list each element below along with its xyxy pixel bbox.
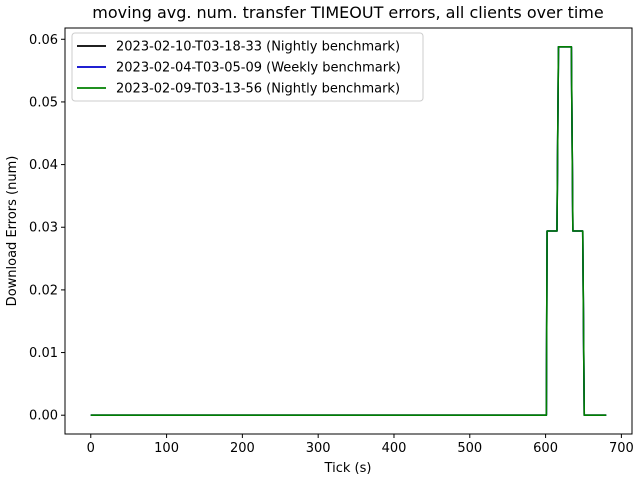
legend-label-3: 2023-02-09-T03-13-56 (Nightly benchmark) bbox=[116, 82, 400, 97]
x-tick-label: 300 bbox=[306, 441, 331, 456]
x-tick-label: 400 bbox=[382, 441, 407, 456]
x-axis-ticks: 0 100 200 300 400 500 600 700 bbox=[87, 434, 634, 456]
y-tick-label: 0.01 bbox=[29, 346, 58, 361]
x-tick-label: 200 bbox=[230, 441, 255, 456]
chart-title: moving avg. num. transfer TIMEOUT errors… bbox=[92, 3, 603, 22]
legend-label-2: 2023-02-04-T03-05-09 (Weekly benchmark) bbox=[116, 61, 401, 76]
y-tick-label: 0.06 bbox=[29, 33, 58, 48]
x-tick-label: 0 bbox=[87, 441, 95, 456]
plot-frame bbox=[64, 27, 633, 435]
x-tick-label: 600 bbox=[533, 441, 558, 456]
y-tick-label: 0.02 bbox=[29, 283, 58, 298]
y-tick-label: 0.05 bbox=[29, 95, 58, 110]
x-tick-label: 700 bbox=[609, 441, 634, 456]
series-line-1 bbox=[90, 45, 607, 417]
y-tick-label: 0.00 bbox=[29, 409, 58, 424]
y-tick-label: 0.03 bbox=[29, 221, 58, 236]
plot-area bbox=[64, 27, 633, 435]
x-tick-label: 100 bbox=[154, 441, 179, 456]
legend-label-1: 2023-02-10-T03-18-33 (Nightly benchmark) bbox=[116, 40, 400, 55]
legend: 2023-02-10-T03-18-33 (Nightly benchmark)… bbox=[71, 32, 424, 102]
series-layer bbox=[90, 45, 607, 417]
y-axis-ticks: 0.00 0.01 0.02 0.03 0.04 0.05 0.06 bbox=[29, 33, 65, 424]
y-tick-label: 0.04 bbox=[29, 158, 58, 173]
x-tick-label: 500 bbox=[457, 441, 482, 456]
x-axis-label: Tick (s) bbox=[324, 461, 372, 476]
y-axis-label: Download Errors (num) bbox=[5, 156, 20, 307]
series-line-2 bbox=[90, 45, 607, 417]
series-line-3 bbox=[90, 45, 607, 417]
legend-box bbox=[71, 32, 424, 102]
